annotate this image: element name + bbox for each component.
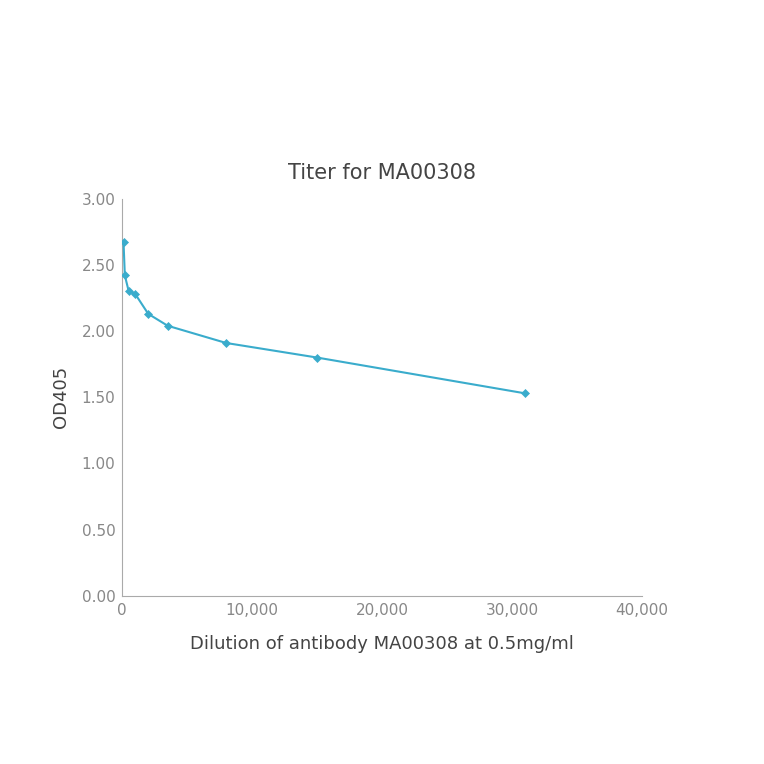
- Y-axis label: OD405: OD405: [52, 366, 70, 429]
- Title: Titer for MA00308: Titer for MA00308: [288, 163, 476, 183]
- X-axis label: Dilution of antibody MA00308 at 0.5mg/ml: Dilution of antibody MA00308 at 0.5mg/ml: [190, 635, 574, 652]
